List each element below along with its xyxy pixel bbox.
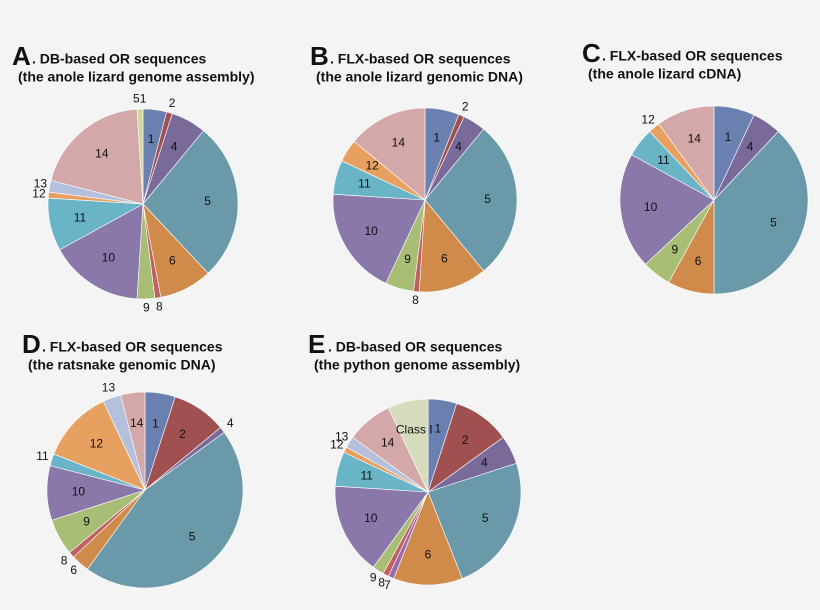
pie-slice xyxy=(142,130,239,274)
slice-label: 1 xyxy=(148,132,155,146)
slice-label: 9 xyxy=(370,571,377,585)
slice-label: 5 xyxy=(204,194,211,208)
chart-title: . FLX-based OR sequences xyxy=(42,339,223,355)
slice-label: 1 xyxy=(435,422,442,436)
panel-letter: B xyxy=(310,41,329,71)
slice-label: 2 xyxy=(169,96,176,110)
pie-slice xyxy=(418,199,485,293)
slice-label: 7 xyxy=(384,578,391,592)
chart-title: . DB-based OR sequences xyxy=(328,339,502,355)
chart-subtitle: (the python genome assembly) xyxy=(314,357,520,373)
slice-label: 12 xyxy=(365,159,379,173)
pie-slice xyxy=(353,107,426,201)
slice-label: 4 xyxy=(227,416,234,430)
slice-label: 9 xyxy=(404,252,411,266)
pie-slice xyxy=(388,398,429,493)
slice-label: 10 xyxy=(644,200,658,214)
slice-label: 12 xyxy=(32,186,46,200)
panel-letter: A xyxy=(12,41,31,71)
slice-label: 11 xyxy=(358,177,371,191)
slice-label: 14 xyxy=(130,416,144,430)
slice-label: 1 xyxy=(725,130,732,144)
slice-label: 6 xyxy=(441,252,448,266)
slice-label: 14 xyxy=(392,136,406,150)
slice-label: 8 xyxy=(378,575,385,589)
slice-label: 2 xyxy=(462,433,469,447)
chart-title: . FLX-based OR sequences xyxy=(602,48,783,64)
slice-label: 2 xyxy=(179,427,186,441)
slice-label: 8 xyxy=(61,553,68,567)
chart-subtitle: (the ratsnake genomic DNA) xyxy=(28,357,215,373)
slice-label: 12 xyxy=(90,437,104,451)
slice-label: 6 xyxy=(425,547,432,561)
slice-label: 2 xyxy=(462,99,469,113)
pie-slice xyxy=(424,128,518,272)
slice-label: 8 xyxy=(412,293,419,307)
slice-label: 13 xyxy=(335,429,349,443)
slice-label: 9 xyxy=(671,243,678,257)
chart-subtitle: (the anole lizard genomic DNA) xyxy=(316,69,523,85)
chart-subtitle: (the anole lizard cDNA) xyxy=(588,66,741,82)
slice-label: 9 xyxy=(143,301,150,315)
slice-label: 51 xyxy=(133,92,147,106)
slice-label: 12 xyxy=(330,438,344,452)
pie-slice xyxy=(393,491,463,586)
slice-label: 10 xyxy=(364,224,378,238)
slice-label: 5 xyxy=(482,511,489,525)
slice-label: 4 xyxy=(481,455,488,469)
slice-label: 6 xyxy=(70,563,77,577)
slice-label: 10 xyxy=(364,511,378,525)
slice-label: 10 xyxy=(72,484,86,498)
slice-label: Class I xyxy=(396,422,433,436)
slice-label: 6 xyxy=(695,254,702,268)
panel-letter: D xyxy=(22,329,41,359)
pie-slice xyxy=(59,203,144,300)
pie-slice xyxy=(136,108,144,205)
chart-title: . DB-based OR sequences xyxy=(32,51,206,67)
slice-label: 13 xyxy=(102,381,116,395)
slice-label: 11 xyxy=(361,468,374,482)
pie-slice xyxy=(427,462,522,579)
panel-letter: C xyxy=(582,38,601,68)
pie-slice xyxy=(86,431,244,589)
pie-slice xyxy=(619,154,715,265)
slice-label: 13 xyxy=(34,177,48,191)
pie-slice xyxy=(713,131,809,295)
slice-label: 4 xyxy=(747,139,754,153)
slice-label: 10 xyxy=(102,251,116,265)
slice-label: 1 xyxy=(152,416,159,430)
slice-label: 14 xyxy=(381,435,395,449)
slice-label: 9 xyxy=(83,514,90,528)
panel-letter: E xyxy=(308,329,325,359)
slice-label: 11 xyxy=(657,153,670,167)
pie-slice xyxy=(50,108,144,205)
pie-slice xyxy=(334,485,429,568)
chart-subtitle: (the anole lizard genome assembly) xyxy=(18,69,255,85)
slice-label: 4 xyxy=(171,140,178,154)
slice-label: 11 xyxy=(36,449,49,463)
slice-label: 14 xyxy=(688,131,702,145)
slice-label: 5 xyxy=(189,529,196,543)
slice-label: 5 xyxy=(770,216,777,230)
pie-slice xyxy=(332,193,426,284)
slice-label: 11 xyxy=(74,210,87,224)
pie-slice xyxy=(658,105,715,201)
slice-label: 6 xyxy=(169,254,176,268)
slice-label: 4 xyxy=(455,139,462,153)
pie-slice xyxy=(120,391,146,491)
slice-label: 14 xyxy=(95,146,109,160)
pie-slice xyxy=(53,400,146,491)
chart-title: . FLX-based OR sequences xyxy=(330,51,511,67)
slice-label: 8 xyxy=(156,299,163,313)
slice-label: 5 xyxy=(484,192,491,206)
slice-label: 1 xyxy=(433,131,440,145)
slice-label: 12 xyxy=(641,113,655,127)
